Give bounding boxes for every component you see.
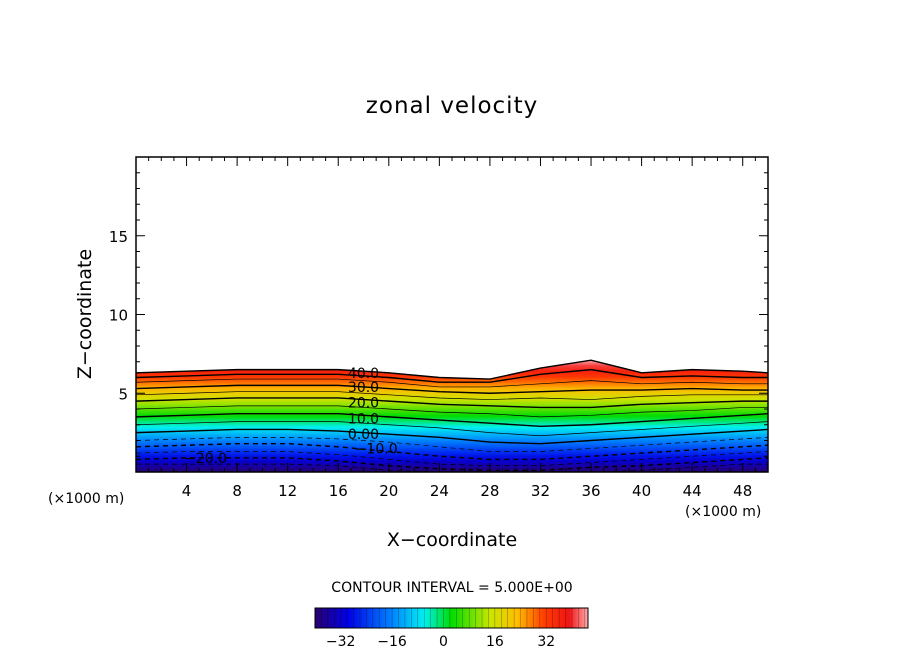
colorbar-tick-label: −16 — [377, 634, 407, 650]
contour-line — [136, 421, 768, 437]
x-tick-label: 48 — [733, 482, 752, 500]
contour-line — [136, 378, 768, 388]
x-tick-label: 32 — [531, 482, 550, 500]
x-tick-label: 12 — [278, 482, 297, 500]
colorbar-tick-label: 0 — [439, 634, 448, 650]
colorbar-gradient — [314, 607, 589, 629]
x-tick-label: 4 — [182, 482, 192, 500]
x-axis: 4 8 12 16 20 24 28 32 36 40 44 48 — [148, 157, 756, 500]
contour-fill — [136, 360, 768, 472]
x-tick-label: 20 — [379, 482, 398, 500]
contour-line — [136, 397, 768, 409]
contour-lines — [136, 359, 768, 472]
y-axis: 5 10 15 — [109, 172, 768, 457]
x-unit-left: (×1000 m) — [48, 491, 124, 507]
contour-line — [136, 405, 768, 418]
field-area — [136, 360, 768, 472]
contour-label: 20.0 — [348, 396, 379, 412]
contour-line — [136, 428, 768, 445]
contour-line — [136, 437, 768, 452]
contour-label: 30.0 — [348, 380, 379, 396]
x-tick-label: 24 — [430, 482, 449, 500]
colorbar: −32 −16 0 16 32 — [314, 607, 589, 650]
chart-title: zonal velocity — [366, 93, 538, 119]
contour-line — [136, 413, 768, 428]
contour-label: −10.0 — [355, 441, 398, 457]
x-tick-label: 28 — [480, 482, 499, 500]
y-tick-label: 15 — [109, 228, 128, 246]
x-tick-label: 44 — [683, 482, 702, 500]
contour-label: 0.00 — [348, 427, 379, 443]
contour-line — [136, 442, 768, 461]
contour-interval-label: CONTOUR INTERVAL = 5.000E+00 — [331, 580, 572, 596]
y-axis-label: Z−coordinate — [74, 249, 96, 379]
x-tick-label: 16 — [329, 482, 348, 500]
contour-line — [136, 391, 768, 400]
colorbar-tick-label: 16 — [486, 634, 504, 650]
contour-line — [136, 451, 768, 467]
contour-line — [136, 359, 768, 380]
contour-line — [136, 457, 768, 472]
contour-line — [136, 368, 768, 383]
contour-line — [136, 384, 768, 394]
x-unit-right: (×1000 m) — [685, 504, 761, 520]
contour-label: −20.0 — [184, 451, 227, 467]
x-tick-label: 40 — [632, 482, 651, 500]
contour-label: 40.0 — [348, 366, 379, 382]
contour-line — [136, 463, 768, 472]
x-tick-label: 36 — [581, 482, 600, 500]
x-axis-label: X−coordinate — [387, 529, 517, 551]
colorbar-tick-label: −32 — [326, 634, 356, 650]
colorbar-tick-label: 32 — [537, 634, 555, 650]
contour-label: 10.0 — [348, 411, 379, 427]
y-tick-label: 10 — [109, 307, 128, 325]
x-tick-label: 8 — [232, 482, 242, 500]
y-tick-label: 5 — [118, 385, 128, 403]
contour-labels: 40.030.020.010.00.00−10.0 −20.0 — [184, 366, 398, 467]
